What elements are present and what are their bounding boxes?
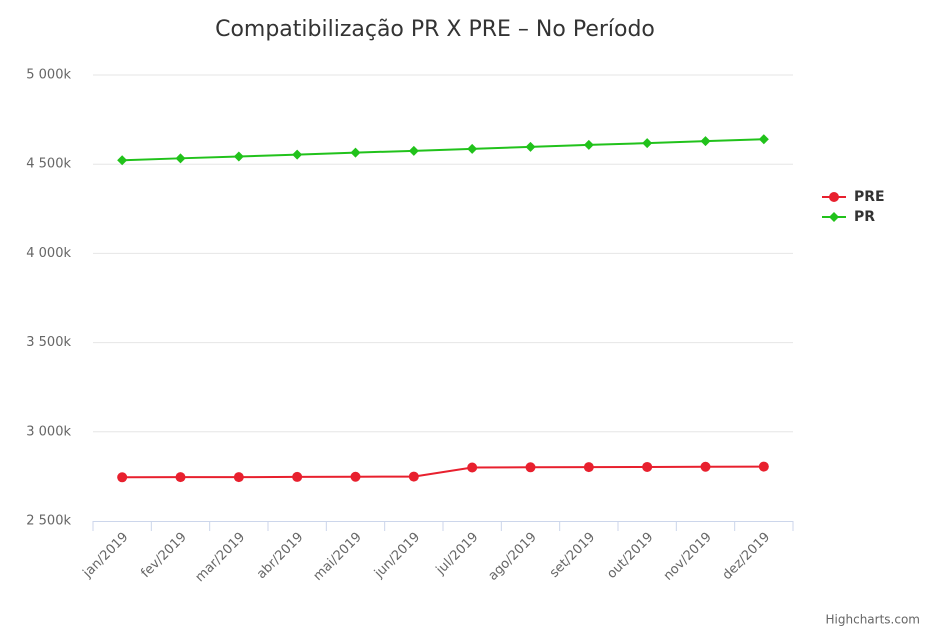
x-tick-label: jul/2019 [433,530,482,579]
x-tick-label: nov/2019 [661,530,715,584]
point [758,134,769,145]
x-tick-label: fev/2019 [138,530,189,581]
x-tick-label: dez/2019 [720,530,773,583]
point [117,155,128,166]
point [642,461,653,472]
series-line [122,465,764,479]
legend-label: PR [854,209,875,225]
point [525,141,536,152]
point [350,471,361,482]
y-tick-label: 3 500k [26,335,71,350]
point [408,145,419,156]
point [175,472,186,483]
x-tick-label: out/2019 [604,530,656,582]
point [350,147,361,158]
point [467,462,478,473]
legend-marker [829,192,839,202]
point [292,471,303,482]
x-tick-label: mar/2019 [193,530,248,585]
y-tick-label: 2 500k [26,514,71,529]
point [233,472,244,483]
chart-title: Compatibilização PR X PRE – No Período [215,17,655,42]
credits[interactable]: Highcharts.com [826,613,920,627]
point [583,139,594,150]
legend-label: PRE [854,189,885,205]
legend-marker [829,212,839,222]
y-tick-label: 5 000k [26,68,71,83]
y-tick-label: 3 000k [26,424,71,439]
y-tick-label: 4 500k [26,157,71,172]
x-tick-label: jan/2019 [80,530,132,582]
x-tick-label: set/2019 [547,530,598,581]
x-tick-label: abr/2019 [254,530,306,582]
point [700,461,711,472]
point [700,136,711,147]
point [292,149,303,160]
point [525,462,536,473]
point [408,471,419,482]
x-tick-label: jun/2019 [371,530,423,582]
point [175,153,186,164]
x-tick-label: ago/2019 [486,530,540,584]
series-line [122,138,764,162]
point [117,472,128,483]
point [583,462,594,473]
x-tick-label: mai/2019 [311,530,365,584]
point [233,151,244,162]
point [758,461,769,472]
point [467,143,478,154]
point [642,138,653,149]
y-tick-label: 4 000k [26,246,71,261]
